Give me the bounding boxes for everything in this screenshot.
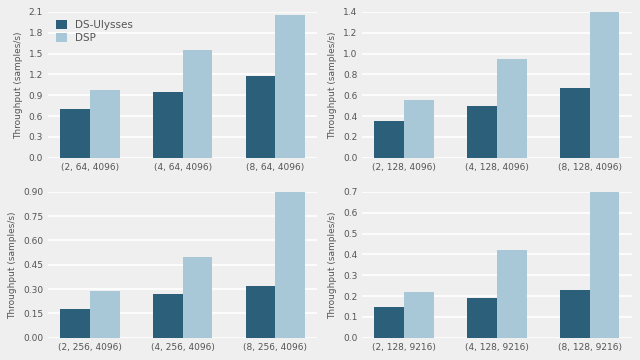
Legend: DS-Ulysses, DSP: DS-Ulysses, DSP [53, 17, 136, 46]
Bar [589, 185, 620, 338]
Bar [275, 15, 305, 158]
Bar [374, 121, 404, 158]
Bar [153, 92, 182, 158]
Bar [560, 290, 589, 338]
Bar [404, 100, 434, 158]
Bar [90, 291, 120, 338]
Y-axis label: Throughput (samples/s): Throughput (samples/s) [14, 31, 23, 139]
Bar [467, 298, 497, 338]
Bar [246, 76, 275, 158]
Y-axis label: Throughput (samples/s): Throughput (samples/s) [328, 31, 337, 139]
Bar [90, 90, 120, 158]
Bar [182, 257, 212, 338]
Bar [497, 250, 527, 338]
Y-axis label: Throughput (samples/s): Throughput (samples/s) [8, 211, 17, 319]
Bar [589, 9, 620, 158]
Bar [182, 50, 212, 158]
Bar [60, 109, 90, 158]
Bar [153, 294, 182, 338]
Bar [246, 286, 275, 338]
Bar [497, 59, 527, 158]
Bar [467, 106, 497, 158]
Y-axis label: Throughput (samples/s): Throughput (samples/s) [328, 211, 337, 319]
Bar [560, 88, 589, 158]
Bar [275, 192, 305, 338]
Bar [404, 292, 434, 338]
Bar [60, 309, 90, 338]
Bar [374, 306, 404, 338]
